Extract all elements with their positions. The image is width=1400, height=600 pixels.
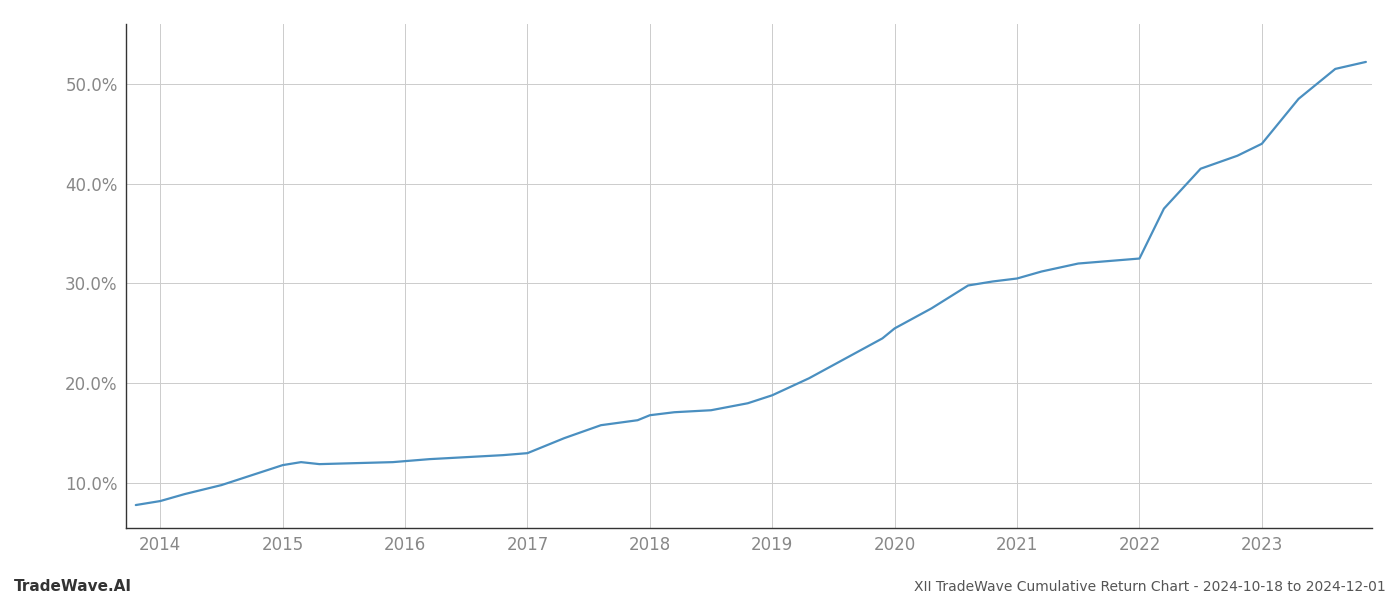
Text: XII TradeWave Cumulative Return Chart - 2024-10-18 to 2024-12-01: XII TradeWave Cumulative Return Chart - … — [914, 580, 1386, 594]
Text: TradeWave.AI: TradeWave.AI — [14, 579, 132, 594]
